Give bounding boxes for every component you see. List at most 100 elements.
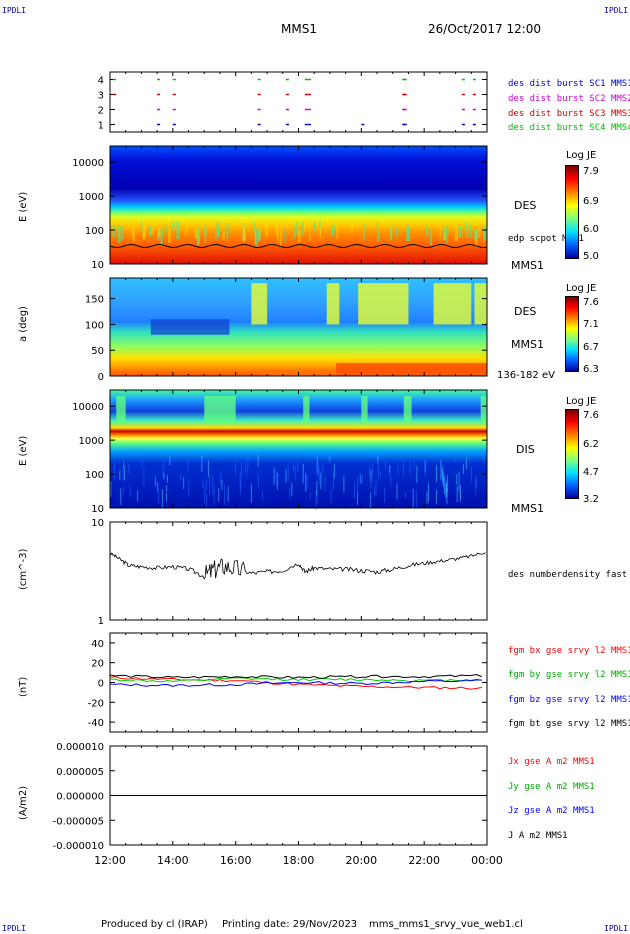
dis-speckle	[285, 469, 287, 483]
pitch-high-region	[326, 283, 340, 325]
p3-colorbar-tick: 6.7	[583, 342, 599, 353]
dis-speckle	[377, 462, 379, 480]
bz-line	[109, 679, 482, 688]
pitch-low-region	[150, 319, 230, 335]
p3-ytick-label: 0	[98, 372, 104, 383]
p2-right-mms1: MMS1	[511, 259, 544, 272]
dis-speckle	[169, 456, 171, 466]
des-variation-stripe	[204, 228, 207, 243]
p3-right-des: DES	[514, 305, 537, 318]
des-variation-stripe	[242, 224, 246, 241]
des-variation-stripe	[303, 221, 306, 232]
dis-energy-spectrogram: 10000 1000 100 10	[72, 389, 488, 515]
time-tick-label: 20:00	[345, 854, 377, 867]
des-variation-stripe	[483, 227, 485, 243]
dis-speckle	[162, 468, 164, 477]
dis-speckle	[316, 455, 318, 475]
des-variation-stripe	[275, 221, 279, 236]
bt-line	[109, 673, 482, 679]
dis-speckle	[227, 486, 229, 502]
dis-speckle	[289, 487, 291, 500]
p2-colorbar	[565, 165, 579, 259]
p7-legend-jz: Jz gse A m2 MMS1	[508, 806, 595, 816]
dis-speckle	[475, 475, 477, 495]
dis-speckle	[239, 477, 241, 495]
time-axis: 12:00 14:00 16:00 18:00 20:00 22:00 00:00	[94, 854, 503, 867]
des-variation-stripe	[390, 226, 393, 241]
des-variation-stripe	[377, 230, 380, 242]
des-variation-stripe	[277, 230, 279, 243]
des-variation-stripe	[454, 226, 458, 241]
dis-speckle	[435, 489, 437, 505]
dis-speckle	[371, 462, 373, 482]
density-line	[109, 552, 486, 580]
des-variation-stripe	[148, 225, 152, 235]
dis-speckle	[416, 466, 418, 483]
dis-speckle	[163, 457, 165, 468]
dis-speckle	[143, 467, 145, 487]
des-variation-stripe	[445, 227, 448, 244]
des-variation-stripe	[313, 221, 316, 232]
dis-speckle	[294, 465, 296, 480]
p5-ytick-label: 1	[98, 616, 104, 627]
dis-speckle	[122, 460, 124, 470]
dis-speckle	[316, 481, 318, 496]
p2-ytick-label: 10000	[72, 158, 104, 169]
dis-speckle	[205, 479, 207, 491]
dis-speckle	[209, 475, 211, 495]
p1-legend-mms4: des dist burst SC4 MMS4	[508, 123, 630, 133]
p5-frame	[109, 521, 488, 621]
des-variation-stripe	[293, 225, 295, 240]
dis-speckle	[446, 475, 448, 493]
des-variation-stripe	[257, 228, 261, 242]
dis-speckle	[440, 461, 442, 477]
dis-speckle	[456, 485, 458, 503]
dis-speckle	[397, 465, 399, 475]
dis-speckle	[329, 455, 331, 462]
pitch-high-region	[433, 283, 472, 325]
des-variation-stripe	[226, 227, 228, 242]
corner-label-tl: IPDLI	[2, 6, 27, 15]
dis-speckle	[370, 492, 372, 510]
des-variation-stripe	[336, 225, 339, 239]
dis-speckle	[320, 472, 322, 490]
dis-speckle	[113, 460, 115, 479]
dis-speckle	[161, 489, 163, 508]
dis-speckle	[247, 467, 249, 475]
dis-speckle	[471, 466, 473, 482]
dis-speckle	[361, 474, 363, 484]
dis-speckle	[357, 476, 359, 495]
p7-ytick-label: 0.000010	[56, 742, 104, 753]
dis-speckle	[309, 492, 311, 501]
dis-speckle	[379, 470, 381, 478]
p4-colorbar-tick: 6.2	[583, 439, 599, 450]
dis-speckle	[427, 483, 429, 503]
des-variation-stripe	[151, 225, 153, 234]
dis-speckle	[166, 485, 168, 492]
p1-frame	[109, 71, 488, 133]
p1-legend-mms1: des dist burst SC1 MMS1	[508, 79, 630, 89]
p4-right-dis: DIS	[516, 443, 535, 456]
p6-ytick-label: 0	[98, 679, 104, 690]
dis-speckle	[244, 457, 246, 473]
des-variation-stripe	[331, 227, 334, 237]
dis-speckle	[322, 461, 324, 475]
dis-speckle	[128, 464, 130, 474]
des-variation-stripe	[300, 221, 304, 236]
dis-speckle	[188, 480, 190, 498]
des-variation-stripe	[478, 227, 481, 238]
p6-ytick-label: -20	[88, 698, 104, 709]
p7-ytick-label: 0.000005	[56, 767, 104, 778]
p1-ytick-label: 4	[98, 76, 104, 87]
dis-speckle	[354, 481, 356, 499]
dis-speckle	[218, 488, 220, 502]
dis-speckle	[413, 462, 415, 469]
p3-ytick-label: 150	[85, 295, 104, 306]
dis-speckle	[402, 457, 404, 478]
dis-speckle	[384, 459, 386, 469]
dis-speckle	[476, 477, 478, 488]
dis-speckle	[207, 460, 209, 478]
dis-speckle	[315, 490, 317, 510]
dis-hot-ion-spike	[361, 395, 368, 424]
dis-speckle	[180, 473, 182, 482]
